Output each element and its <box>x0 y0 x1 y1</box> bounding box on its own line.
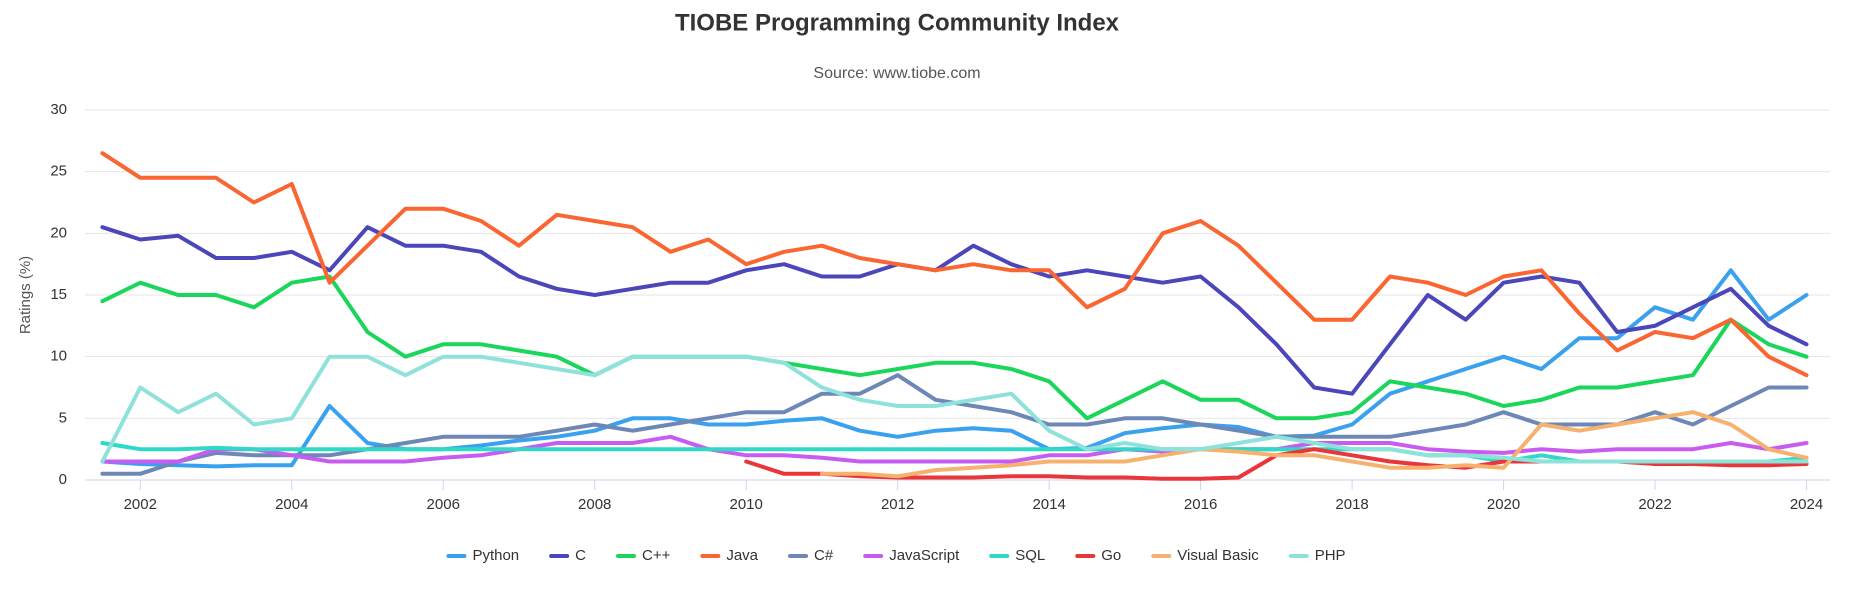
y-tick-label: 30 <box>50 101 67 118</box>
series-line <box>100 151 1809 378</box>
x-tick-label: 2014 <box>1032 496 1065 513</box>
x-tick-label: 2010 <box>730 496 763 513</box>
y-axis-title: Ratings (%) <box>17 256 34 334</box>
y-tick-label: 0 <box>59 471 67 488</box>
legend-label: C# <box>814 547 834 564</box>
legend-label: C <box>575 547 586 564</box>
x-tick-label: 2022 <box>1638 496 1671 513</box>
chart-subtitle: Source: www.tiobe.com <box>813 65 980 82</box>
legend-label: SQL <box>1015 547 1045 564</box>
series-line <box>100 354 1809 464</box>
chart-title: TIOBE Programming Community Index <box>675 9 1120 36</box>
x-tick-label: 2020 <box>1487 496 1520 513</box>
legend-label: Java <box>726 547 758 564</box>
y-tick-label: 10 <box>50 348 67 365</box>
x-tick-label: 2024 <box>1790 496 1823 513</box>
x-tick-label: 2016 <box>1184 496 1217 513</box>
x-tick-label: 2008 <box>578 496 611 513</box>
x-tick-label: 2002 <box>124 496 157 513</box>
legend-label: Python <box>472 547 519 564</box>
series-line <box>100 268 1809 469</box>
legend-label: C++ <box>642 547 671 564</box>
y-tick-label: 15 <box>50 286 67 303</box>
legend-label: Go <box>1101 547 1121 564</box>
legend-label: Visual Basic <box>1177 547 1259 564</box>
series-line <box>100 434 1809 464</box>
series-line <box>100 225 1809 396</box>
x-tick-label: 2018 <box>1335 496 1368 513</box>
series-line <box>819 410 1809 479</box>
y-tick-label: 20 <box>50 224 67 241</box>
x-tick-label: 2012 <box>881 496 914 513</box>
legend-label: PHP <box>1315 547 1346 564</box>
legend-label: JavaScript <box>889 547 960 564</box>
x-tick-label: 2006 <box>427 496 460 513</box>
y-tick-label: 5 <box>59 409 67 426</box>
series-line <box>100 274 1809 421</box>
y-tick-label: 25 <box>50 163 67 180</box>
legend: Python C C++ Java C# JavaScript SQL Go Visual Ba… <box>446 547 1346 564</box>
x-tick-label: 2004 <box>275 496 308 513</box>
